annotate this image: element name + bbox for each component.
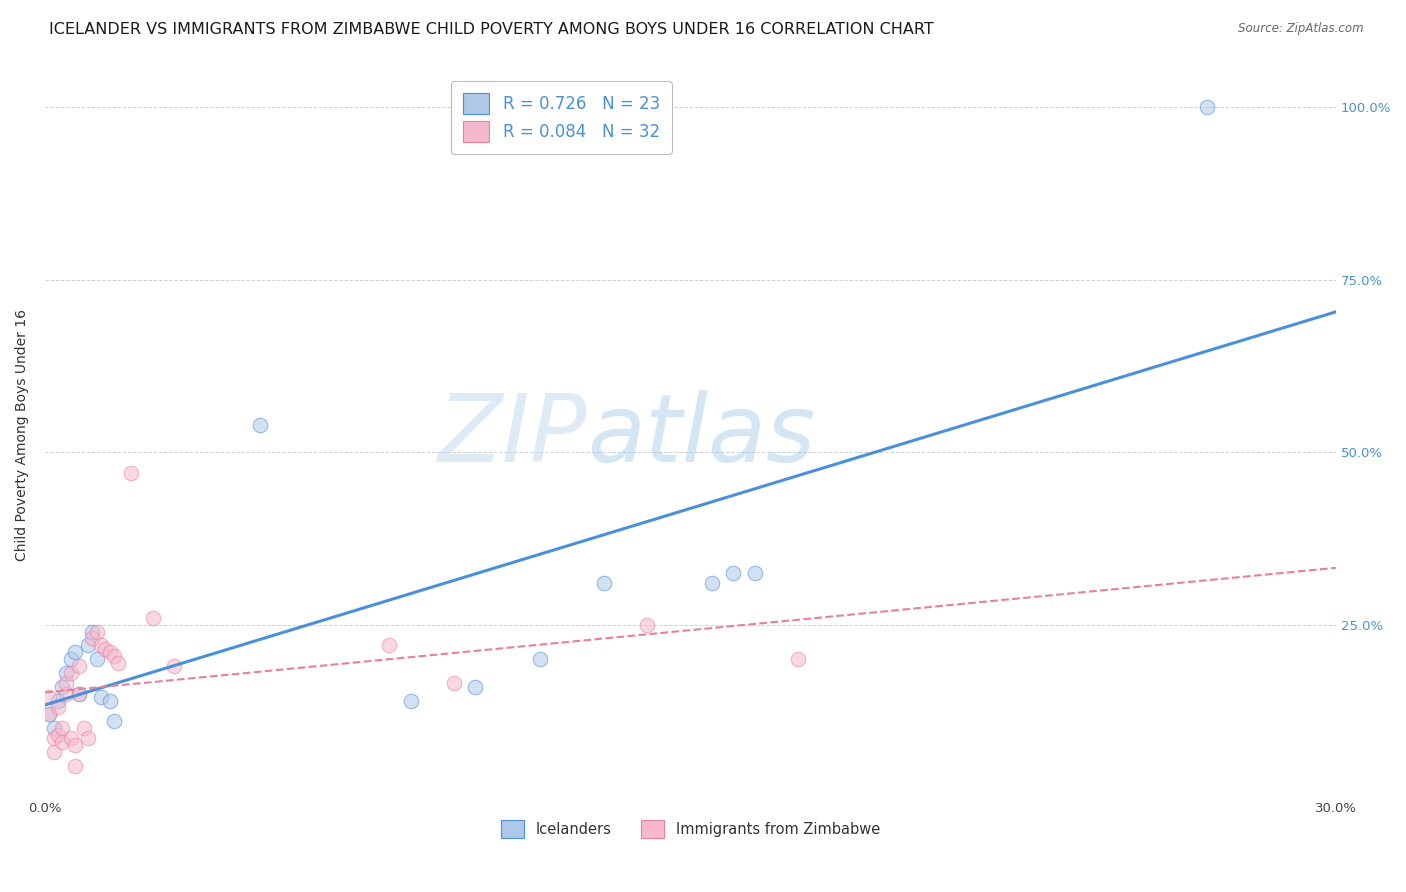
Point [636,617,658,632]
Point [700,576,723,591]
Point [787,652,810,666]
Point [38,690,60,705]
Point [464,680,486,694]
Point [90,690,112,705]
Point [529,652,551,666]
Point [744,566,766,580]
Point [399,693,422,707]
Text: ZIP: ZIP [437,390,588,481]
Point [55,665,77,680]
Point [120,466,142,480]
Point [51,721,73,735]
Point [378,639,401,653]
Point [103,714,125,729]
Legend: Icelanders, Immigrants from Zimbabwe: Icelanders, Immigrants from Zimbabwe [495,814,886,844]
Point [103,648,125,663]
Point [67,659,90,673]
Point [86,624,108,639]
Point [42,731,65,746]
Point [46,693,69,707]
Y-axis label: Child Poverty Among Boys Under 16: Child Poverty Among Boys Under 16 [15,309,30,561]
Point [86,652,108,666]
Point [42,745,65,759]
Point [51,680,73,694]
Point [77,639,100,653]
Point [593,576,616,591]
Text: atlas: atlas [588,390,815,481]
Point [38,707,60,722]
Point [51,735,73,749]
Point [59,731,82,746]
Point [98,645,121,659]
Point [55,687,77,701]
Point [42,721,65,735]
Point [163,659,186,673]
Point [55,676,77,690]
Point [723,566,745,580]
Point [82,624,104,639]
Point [107,656,129,670]
Point [94,641,117,656]
Point [46,728,69,742]
Point [59,665,82,680]
Point [38,707,60,722]
Point [98,693,121,707]
Point [63,759,86,773]
Point [67,687,90,701]
Point [73,721,96,735]
Point [67,687,90,701]
Point [63,645,86,659]
Point [77,731,100,746]
Point [1195,100,1218,114]
Point [82,632,104,646]
Text: Source: ZipAtlas.com: Source: ZipAtlas.com [1239,22,1364,36]
Point [249,417,271,432]
Point [90,639,112,653]
Point [59,652,82,666]
Point [46,700,69,714]
Text: ICELANDER VS IMMIGRANTS FROM ZIMBABWE CHILD POVERTY AMONG BOYS UNDER 16 CORRELAT: ICELANDER VS IMMIGRANTS FROM ZIMBABWE CH… [49,22,934,37]
Point [63,739,86,753]
Point [141,611,163,625]
Point [443,676,465,690]
